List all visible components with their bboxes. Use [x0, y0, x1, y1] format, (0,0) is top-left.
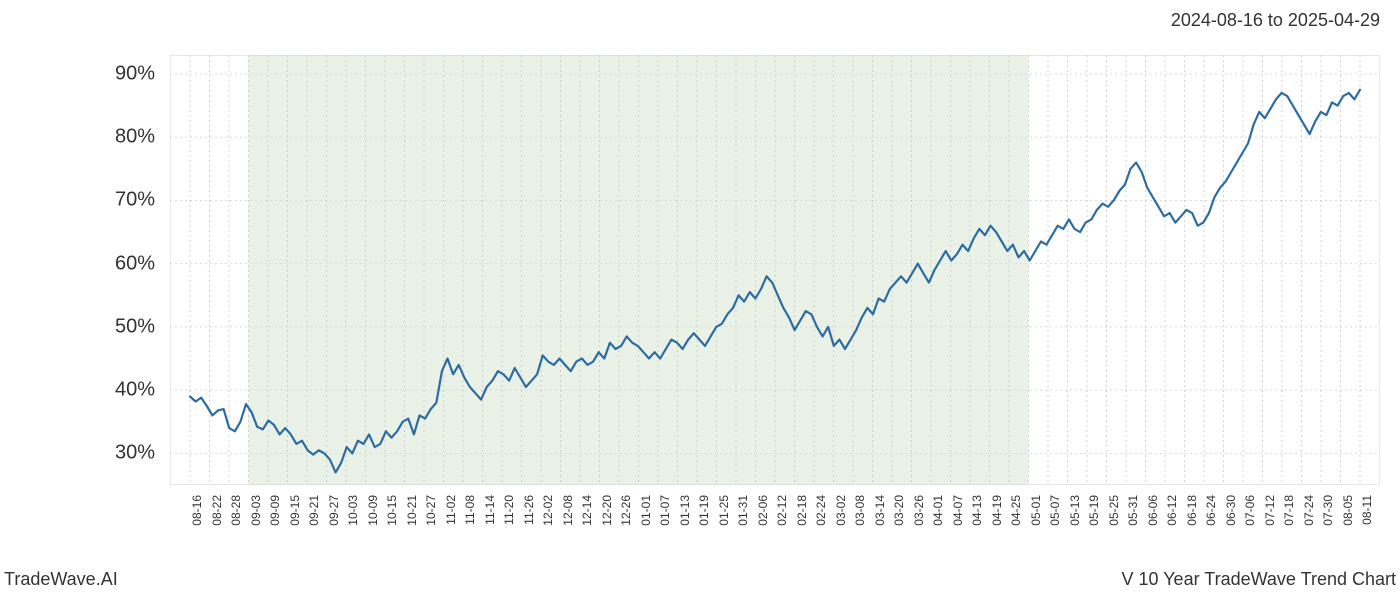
x-tick-label: 03-08: [853, 495, 867, 526]
y-tick-label: 30%: [115, 442, 155, 465]
x-tick-label: 12-02: [541, 495, 555, 526]
x-tick-label: 08-05: [1341, 495, 1355, 526]
x-tick-label: 02-06: [756, 495, 770, 526]
x-tick-label: 05-13: [1068, 495, 1082, 526]
y-tick-label: 40%: [115, 379, 155, 402]
x-tick-label: 04-19: [990, 495, 1004, 526]
x-tick-label: 09-15: [288, 495, 302, 526]
x-tick-label: 01-13: [678, 495, 692, 526]
x-tick-label: 01-07: [658, 495, 672, 526]
y-tick-label: 60%: [115, 252, 155, 275]
x-tick-label: 05-01: [1029, 495, 1043, 526]
x-tick-label: 06-18: [1185, 495, 1199, 526]
y-tick-label: 70%: [115, 189, 155, 212]
date-range-label: 2024-08-16 to 2025-04-29: [1171, 10, 1380, 31]
x-axis: 08-16 08-22 08-28 09-03 09-09 09-15 09-21 09-27…: [170, 495, 1380, 555]
x-tick-label: 07-24: [1302, 495, 1316, 526]
x-tick-label: 05-19: [1087, 495, 1101, 526]
chart-plot-area: [170, 55, 1380, 485]
x-tick-label: 05-31: [1126, 495, 1140, 526]
x-tick-label: 01-01: [639, 495, 653, 526]
x-tick-label: 10-27: [424, 495, 438, 526]
x-tick-label: 12-20: [600, 495, 614, 526]
x-tick-label: 04-01: [931, 495, 945, 526]
x-tick-label: 09-21: [307, 495, 321, 526]
x-tick-label: 08-11: [1360, 495, 1374, 525]
x-tick-label: 10-21: [405, 495, 419, 526]
x-tick-label: 01-31: [736, 495, 750, 526]
x-tick-label: 07-12: [1263, 495, 1277, 526]
x-tick-label: 11-08: [463, 495, 477, 525]
x-tick-label: 01-25: [717, 495, 731, 526]
x-tick-label: 09-27: [327, 495, 341, 526]
x-tick-label: 10-03: [346, 495, 360, 526]
x-tick-label: 03-20: [892, 495, 906, 526]
x-tick-label: 03-02: [834, 495, 848, 526]
x-tick-label: 03-14: [873, 495, 887, 526]
x-tick-label: 04-25: [1009, 495, 1023, 526]
x-tick-label: 07-06: [1243, 495, 1257, 526]
x-tick-label: 11-26: [522, 495, 536, 525]
x-tick-label: 02-24: [814, 495, 828, 526]
x-tick-label: 11-14: [483, 495, 497, 525]
x-tick-label: 02-12: [775, 495, 789, 526]
y-tick-label: 90%: [115, 62, 155, 85]
x-tick-label: 08-28: [229, 495, 243, 526]
x-tick-label: 04-13: [970, 495, 984, 526]
x-tick-label: 06-30: [1224, 495, 1238, 526]
x-tick-label: 08-22: [210, 495, 224, 526]
x-tick-label: 05-07: [1048, 495, 1062, 526]
x-tick-label: 11-02: [444, 495, 458, 525]
x-tick-label: 06-24: [1204, 495, 1218, 526]
footer-chart-title: V 10 Year TradeWave Trend Chart: [1122, 569, 1397, 590]
x-tick-label: 12-14: [580, 495, 594, 526]
footer-brand: TradeWave.AI: [4, 569, 118, 590]
y-tick-label: 50%: [115, 315, 155, 338]
x-tick-label: 10-09: [366, 495, 380, 526]
x-tick-label: 04-07: [951, 495, 965, 526]
x-tick-label: 01-19: [697, 495, 711, 526]
x-tick-label: 09-09: [268, 495, 282, 526]
x-tick-label: 05-25: [1107, 495, 1121, 526]
x-tick-label: 02-18: [795, 495, 809, 526]
x-tick-label: 03-26: [912, 495, 926, 526]
x-tick-label: 07-30: [1321, 495, 1335, 526]
y-tick-label: 80%: [115, 126, 155, 149]
x-tick-label: 10-15: [385, 495, 399, 526]
x-tick-label: 11-20: [502, 495, 516, 525]
x-tick-label: 12-26: [619, 495, 633, 526]
x-tick-label: 06-12: [1165, 495, 1179, 526]
x-tick-label: 08-16: [190, 495, 204, 526]
x-tick-label: 12-08: [561, 495, 575, 526]
x-tick-label: 07-18: [1282, 495, 1296, 526]
chart-svg: [170, 55, 1380, 485]
y-axis: 30% 40% 50% 60% 70% 80% 90%: [0, 55, 165, 485]
x-tick-label: 09-03: [249, 495, 263, 526]
x-tick-label: 06-06: [1146, 495, 1160, 526]
